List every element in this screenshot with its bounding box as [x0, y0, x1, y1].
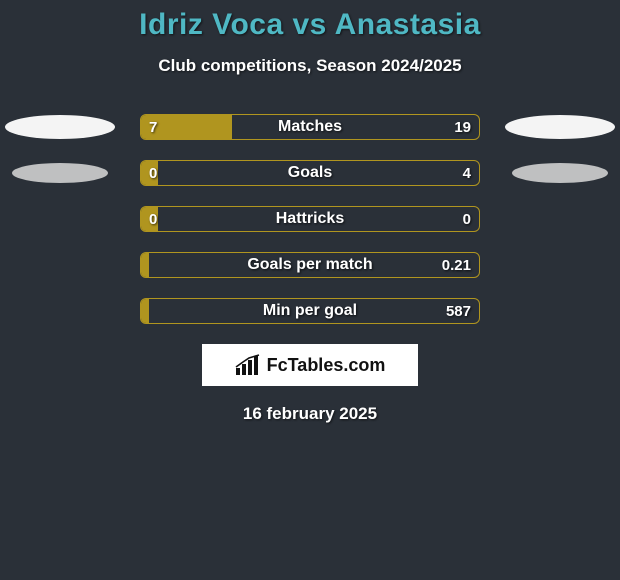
right-spacer — [500, 206, 620, 232]
page-title: Idriz Voca vs Anastasia — [0, 8, 620, 42]
bars-icon — [235, 354, 261, 376]
source-badge: FcTables.com — [202, 344, 418, 386]
stat-bar: 0 Hattricks 0 — [140, 206, 480, 232]
left-spacer — [0, 252, 120, 278]
stat-row: Goals per match 0.21 — [0, 252, 620, 278]
stat-right-value: 0 — [463, 207, 471, 231]
stat-label: Min per goal — [141, 299, 479, 323]
right-spacer — [500, 298, 620, 324]
stat-bar: Min per goal 587 — [140, 298, 480, 324]
stat-right-value: 19 — [454, 115, 471, 139]
stat-bar: 0 Goals 4 — [140, 160, 480, 186]
right-spacer — [500, 252, 620, 278]
stat-row: 0 Goals 4 — [0, 160, 620, 186]
stat-label: Goals — [141, 161, 479, 185]
stat-row: Min per goal 587 — [0, 298, 620, 324]
stat-bar: Goals per match 0.21 — [140, 252, 480, 278]
date-text: 16 february 2025 — [0, 404, 620, 424]
source-badge-text: FcTables.com — [267, 355, 386, 376]
stat-right-value: 0.21 — [442, 253, 471, 277]
stat-right-value: 4 — [463, 161, 471, 185]
stat-bar: 7 Matches 19 — [140, 114, 480, 140]
stat-row: 0 Hattricks 0 — [0, 206, 620, 232]
stat-row: 7 Matches 19 — [0, 114, 620, 140]
left-spacer — [0, 298, 120, 324]
ellipse-icon — [5, 115, 115, 139]
comparison-card: Idriz Voca vs Anastasia Club competition… — [0, 0, 620, 424]
ellipse-icon — [512, 163, 608, 183]
competition-subtitle: Club competitions, Season 2024/2025 — [0, 56, 620, 76]
left-spacer — [0, 206, 120, 232]
stat-right-value: 587 — [446, 299, 471, 323]
left-team-marker — [0, 114, 120, 140]
ellipse-icon — [12, 163, 108, 183]
stat-rows: 7 Matches 19 0 Goals 4 — [0, 114, 620, 324]
right-team-marker — [500, 160, 620, 186]
stat-label: Goals per match — [141, 253, 479, 277]
stat-label: Matches — [141, 115, 479, 139]
right-team-marker — [500, 114, 620, 140]
stat-label: Hattricks — [141, 207, 479, 231]
left-team-marker — [0, 160, 120, 186]
ellipse-icon — [505, 115, 615, 139]
